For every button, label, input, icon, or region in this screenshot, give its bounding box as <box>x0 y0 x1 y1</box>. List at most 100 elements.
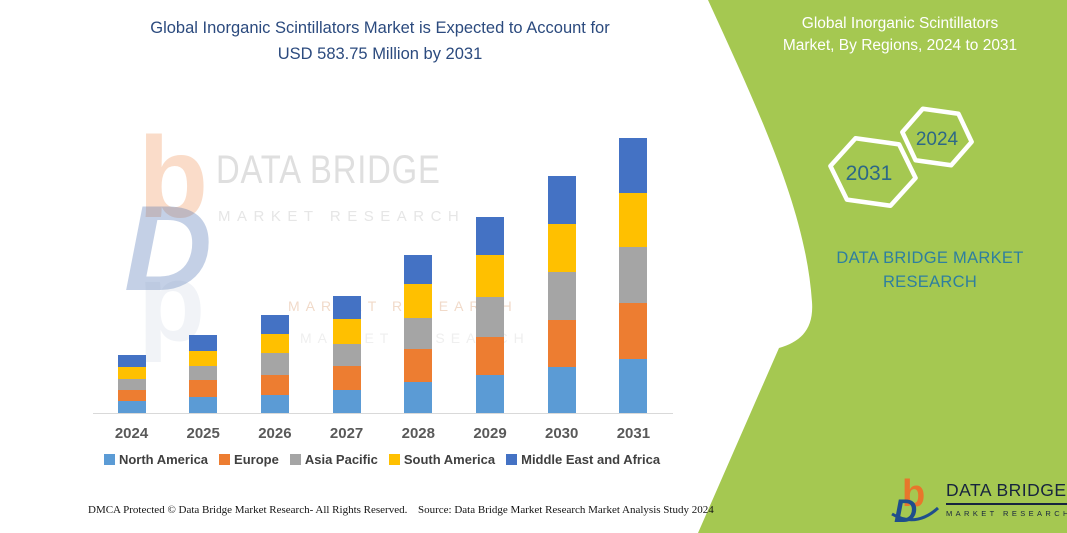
bar-segment-2029 <box>476 336 504 376</box>
watermark-sub-text: MARKET RESEARCH <box>218 208 466 225</box>
footer-dmca: DMCA Protected © Data Bridge Market Rese… <box>88 504 408 516</box>
legend-item: Middle East and Africa <box>506 452 660 467</box>
bar-segment-2029 <box>476 216 504 256</box>
bar-segment-2030 <box>547 271 576 321</box>
x-axis-label: 2031 <box>616 425 651 442</box>
hexagon-2031-year: 2031 <box>846 162 893 185</box>
legend-item: North America <box>103 452 209 467</box>
legend-item: Europe <box>219 452 279 467</box>
bar-segment-2026 <box>260 353 289 376</box>
watermark-brand-text: DATA BRIDGE <box>216 148 441 192</box>
bar-segment-2026 <box>260 333 289 354</box>
bar-segment-2030 <box>547 223 576 272</box>
x-axis-label: 2027 <box>329 425 364 442</box>
bar-segment-2029 <box>476 296 504 337</box>
bar-segment-2026 <box>260 314 289 334</box>
bar-segment-2025 <box>189 380 218 397</box>
bar-segment-2027 <box>332 365 361 390</box>
x-axis-label: 2028 <box>401 425 435 442</box>
brand-caption: DATA BRIDGE MARKET RESEARCH <box>810 247 1050 295</box>
company-logo-icon: b D <box>891 473 940 526</box>
bar-segment-2026 <box>260 395 289 413</box>
bar-segment-2025 <box>189 351 218 367</box>
bar-segment-2024 <box>117 354 146 367</box>
legend-label: Europe <box>234 452 279 467</box>
bar-2027 <box>332 296 361 413</box>
bar-2025 <box>189 335 218 413</box>
bar-segment-2028 <box>404 349 433 382</box>
watermark-logo-b-glyph: b <box>138 114 209 242</box>
hexagon-2024-outline <box>900 106 974 168</box>
bar-segment-2024 <box>117 390 146 402</box>
footer-source: Source: Data Bridge Market Research Mark… <box>418 504 714 516</box>
bar-2028 <box>404 255 433 413</box>
legend-swatch <box>388 454 400 465</box>
bar-segment-2025 <box>189 396 218 413</box>
logo-brand-name: DATA BRIDGE <box>946 480 1067 505</box>
bar-segment-2031 <box>619 137 648 193</box>
legend-label: South America <box>403 452 496 467</box>
bar-segment-2026 <box>260 375 289 396</box>
watermark-logo-d-glyph: D <box>124 180 213 316</box>
bar-segment-2031 <box>619 192 648 247</box>
brand-caption-line1: DATA BRIDGE MARKET <box>836 249 1024 267</box>
bar-2024 <box>117 354 146 413</box>
hexagon-2024-year: 2024 <box>916 129 959 150</box>
x-axis-label: 2029 <box>473 425 507 442</box>
bar-segment-2031 <box>619 359 648 413</box>
bar-segment-2030 <box>547 367 576 413</box>
bar-segment-2029 <box>476 255 504 297</box>
legend: North America Europe Asia Pacific South Ame… <box>82 452 682 467</box>
bar-segment-2025 <box>189 366 218 381</box>
side-panel-heading: Global Inorganic Scintillators Market, B… <box>765 13 1035 56</box>
bar-segment-2027 <box>332 389 361 413</box>
bar-segment-2027 <box>332 296 361 319</box>
legend-item: Asia Pacific <box>289 452 378 467</box>
legend-item: South America <box>388 452 496 467</box>
green-panel-shape <box>698 0 1067 533</box>
plot-area <box>85 128 680 413</box>
bar-segment-2028 <box>404 381 433 413</box>
legend-label: Asia Pacific <box>304 452 378 467</box>
bar-2029 <box>476 216 504 413</box>
legend-label: Middle East and Africa <box>521 452 661 467</box>
legend-swatch <box>289 454 301 465</box>
x-axis-labels: 2024 2025 2026 2027 2028 2029 2030 2031 <box>85 425 680 445</box>
logo-brand-sub: MARKET RESEARCH <box>946 509 1067 518</box>
bar-segment-2029 <box>476 375 504 413</box>
logo-b-glyph: b <box>902 473 925 515</box>
bar-segment-2024 <box>117 366 146 379</box>
legend-swatch <box>103 454 115 465</box>
side-panel-heading-line2: Market, By Regions, 2024 to 2031 <box>782 36 1018 54</box>
side-panel-heading-line1: Global Inorganic Scintillators <box>801 15 999 32</box>
x-axis-label: 2024 <box>114 425 149 442</box>
company-logo: b D DATA BRIDGE MARKET RESEARCH <box>890 472 1067 526</box>
bar-2030 <box>547 176 576 413</box>
bar-segment-2031 <box>619 246 648 304</box>
bar-segment-2024 <box>117 401 146 413</box>
legend-swatch <box>506 454 518 465</box>
page-title: Global Inorganic Scintillators Market is… <box>90 16 670 67</box>
legend-label: North America <box>118 452 209 467</box>
bar-segment-2024 <box>117 378 146 391</box>
x-axis-label: 2025 <box>186 425 220 442</box>
bar-segment-2025 <box>189 335 218 352</box>
brand-caption-line2: RESEARCH <box>882 272 978 291</box>
hexagon-2031-outline <box>828 135 918 209</box>
bar-segment-2027 <box>332 318 361 345</box>
page-title-line2: USD 583.75 Million by 2031 <box>277 44 483 63</box>
bar-segment-2031 <box>619 303 648 360</box>
x-axis-label: 2026 <box>258 425 292 442</box>
bar-2026 <box>260 314 289 413</box>
page-title-line1: Global Inorganic Scintillators Market is… <box>150 19 610 37</box>
bar-segment-2030 <box>547 320 576 368</box>
bar-segment-2030 <box>547 176 576 224</box>
logo-swoosh <box>891 506 940 522</box>
bar-segment-2027 <box>332 344 361 366</box>
x-axis-line <box>93 413 673 414</box>
legend-swatch <box>219 454 231 465</box>
bar-segment-2028 <box>404 283 433 318</box>
bar-segment-2028 <box>404 317 433 350</box>
